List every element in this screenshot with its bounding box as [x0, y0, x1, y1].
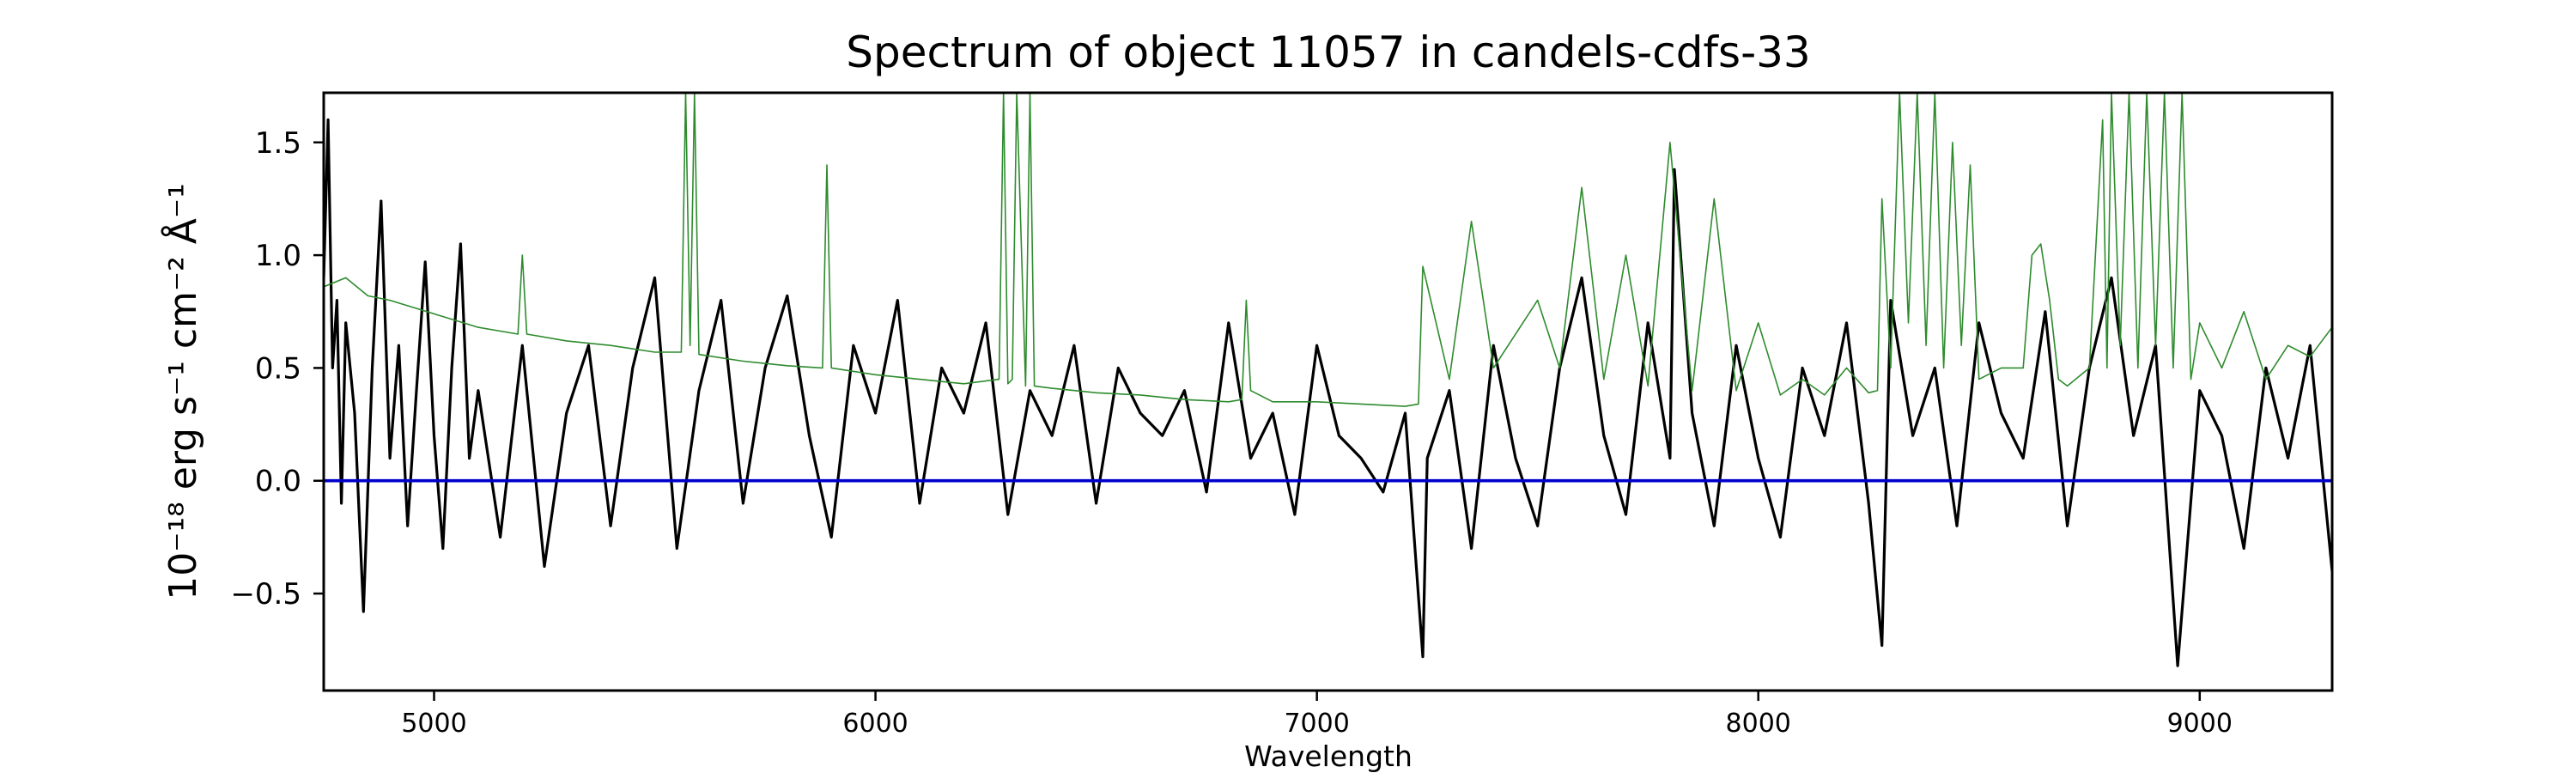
x-tick-label: 7000 — [1284, 709, 1349, 739]
y-tick-label: 0.0 — [255, 465, 301, 499]
y-tick-label: −0.5 — [230, 577, 301, 612]
series-line-error — [324, 93, 2332, 407]
y-axis-label: 10⁻¹⁸ erg s⁻¹ cm⁻² Å⁻¹ — [160, 183, 205, 600]
x-tick-label: 6000 — [842, 709, 908, 739]
y-tick-label: 0.5 — [255, 351, 301, 386]
plot-area — [322, 91, 2334, 692]
series-line-flux — [324, 118, 2332, 667]
x-tick-label: 8000 — [1726, 709, 1791, 739]
x-axis: 5000 6000 7000 8000 9000 — [401, 691, 2233, 739]
x-tick-label: 5000 — [401, 709, 466, 739]
plot-frame — [322, 91, 2334, 692]
y-axis: −0.5 0.0 0.5 1.0 1.5 — [230, 126, 324, 612]
chart-title: Spectrum of object 11057 in candels-cdfs… — [846, 27, 1811, 77]
x-tick-label: 9000 — [2167, 709, 2233, 739]
series-layer — [324, 93, 2332, 667]
y-tick-label: 1.0 — [255, 239, 301, 273]
x-axis-label: Wavelength — [1244, 740, 1413, 773]
y-tick-label: 1.5 — [255, 126, 301, 161]
